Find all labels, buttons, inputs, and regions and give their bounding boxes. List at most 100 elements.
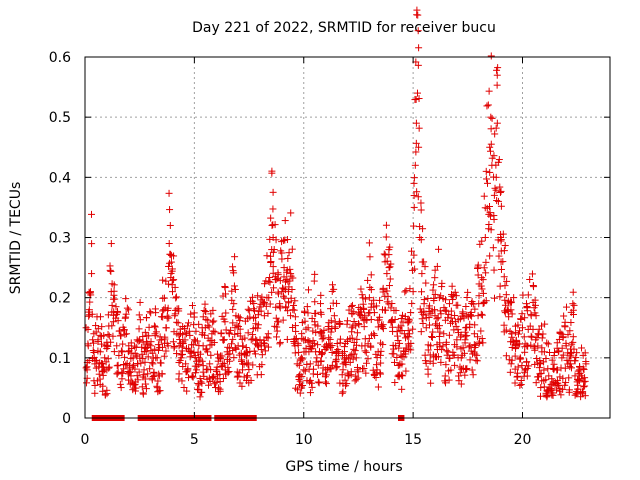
data-point bbox=[112, 303, 120, 311]
data-point bbox=[352, 375, 360, 383]
data-point bbox=[504, 297, 512, 305]
data-point bbox=[398, 327, 406, 335]
data-point bbox=[472, 356, 480, 364]
data-point bbox=[209, 318, 217, 326]
data-point bbox=[417, 328, 425, 336]
data-point bbox=[292, 335, 300, 343]
data-point bbox=[282, 303, 290, 311]
data-point bbox=[312, 329, 320, 337]
data-point bbox=[117, 347, 125, 355]
data-point bbox=[429, 286, 437, 294]
data-point bbox=[353, 335, 361, 343]
data-point bbox=[283, 335, 291, 343]
data-point bbox=[88, 240, 96, 248]
data-point bbox=[139, 355, 147, 363]
data-point bbox=[274, 288, 282, 296]
data-point bbox=[364, 355, 372, 363]
data-point bbox=[538, 344, 546, 352]
data-point bbox=[460, 349, 468, 357]
data-point bbox=[303, 360, 311, 368]
data-point bbox=[209, 327, 217, 335]
data-point bbox=[302, 325, 310, 333]
data-point bbox=[542, 354, 550, 362]
data-point bbox=[354, 368, 362, 376]
data-point bbox=[84, 325, 92, 333]
data-point bbox=[147, 338, 155, 346]
data-point bbox=[175, 370, 183, 378]
data-point bbox=[414, 27, 422, 35]
data-point bbox=[118, 348, 126, 356]
data-point bbox=[195, 320, 203, 328]
data-point bbox=[376, 351, 384, 359]
data-point bbox=[308, 314, 316, 322]
data-point bbox=[250, 314, 258, 322]
data-point bbox=[297, 357, 305, 365]
data-point bbox=[267, 214, 275, 222]
data-point bbox=[376, 296, 384, 304]
data-point bbox=[362, 348, 370, 356]
data-point bbox=[351, 347, 359, 355]
data-point bbox=[141, 358, 149, 366]
data-point bbox=[358, 342, 366, 350]
data-point bbox=[404, 327, 412, 335]
data-point bbox=[161, 335, 169, 343]
data-point bbox=[410, 203, 418, 211]
data-point bbox=[231, 253, 239, 261]
data-point bbox=[445, 367, 453, 375]
data-point bbox=[410, 251, 418, 259]
data-point bbox=[241, 334, 249, 342]
data-point bbox=[171, 306, 179, 314]
data-point bbox=[306, 376, 314, 384]
data-point bbox=[467, 347, 475, 355]
data-point bbox=[98, 323, 106, 331]
data-point bbox=[179, 350, 187, 358]
data-point bbox=[269, 263, 277, 271]
data-point bbox=[272, 303, 280, 311]
data-point bbox=[537, 392, 545, 400]
data-point bbox=[201, 331, 209, 339]
data-point bbox=[422, 279, 430, 287]
data-point bbox=[201, 300, 209, 308]
data-point bbox=[287, 312, 295, 320]
data-point bbox=[216, 378, 224, 386]
data-point bbox=[470, 330, 478, 338]
data-point bbox=[305, 286, 313, 294]
data-point bbox=[339, 351, 347, 359]
data-point bbox=[508, 343, 516, 351]
data-point bbox=[433, 262, 441, 270]
data-point bbox=[317, 358, 325, 366]
data-point bbox=[126, 368, 134, 376]
data-point bbox=[536, 359, 544, 367]
data-point bbox=[363, 316, 371, 324]
data-point bbox=[232, 345, 240, 353]
data-point bbox=[488, 114, 496, 122]
data-point bbox=[417, 236, 425, 244]
data-point bbox=[571, 372, 579, 380]
data-point bbox=[116, 380, 124, 388]
data-point bbox=[196, 375, 204, 383]
data-point bbox=[500, 247, 508, 255]
data-point bbox=[513, 373, 521, 381]
data-point bbox=[185, 374, 193, 382]
data-point bbox=[438, 279, 446, 287]
data-point bbox=[135, 368, 143, 376]
data-point bbox=[527, 310, 535, 318]
data-point bbox=[340, 343, 348, 351]
data-point bbox=[397, 315, 405, 323]
data-point bbox=[399, 372, 407, 380]
data-point bbox=[398, 353, 406, 361]
data-point bbox=[103, 390, 111, 398]
data-point bbox=[478, 285, 486, 293]
data-point bbox=[286, 265, 294, 273]
data-point bbox=[483, 102, 491, 110]
data-point bbox=[526, 275, 534, 283]
data-point bbox=[465, 343, 473, 351]
data-point bbox=[424, 295, 432, 303]
data-point bbox=[495, 156, 503, 164]
data-point bbox=[354, 320, 362, 328]
data-point bbox=[315, 379, 323, 387]
data-point bbox=[144, 353, 152, 361]
data-point bbox=[333, 340, 341, 348]
data-point bbox=[475, 292, 483, 300]
data-point bbox=[135, 325, 143, 333]
